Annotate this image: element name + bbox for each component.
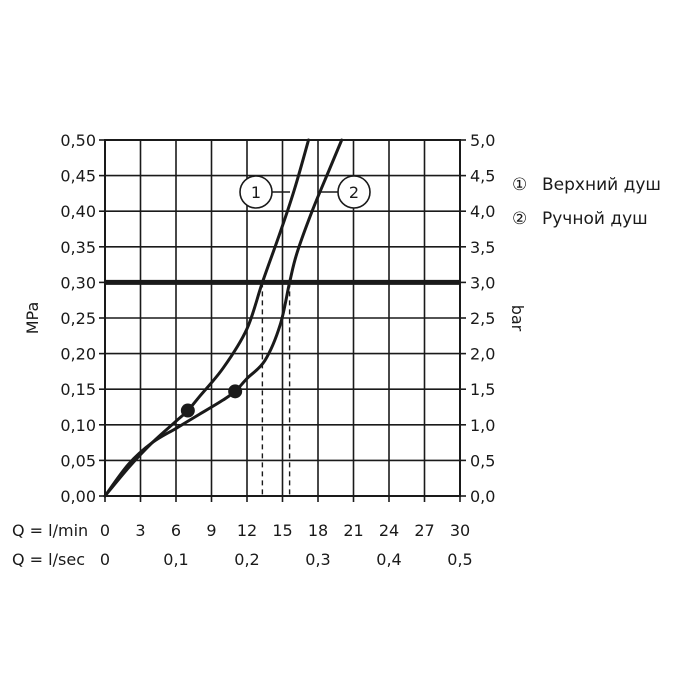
y-tick-label-right: 0,0 xyxy=(470,487,495,506)
x-row2-label: Q = l/sec xyxy=(12,550,85,569)
x-row2-tick-label: 0,1 xyxy=(163,550,188,569)
series-line-2 xyxy=(103,138,344,498)
y-tick-label-left: 0,40 xyxy=(60,202,96,221)
y-axis-title-right: bar xyxy=(508,305,527,332)
y-tick-label-left: 0,15 xyxy=(60,380,96,399)
x-row2-tick-label: 0 xyxy=(100,550,110,569)
x-row2-tick-label: 0,4 xyxy=(376,550,401,569)
legend-label-1: Верхний душ xyxy=(542,175,661,195)
x-row1-tick-label: 0 xyxy=(100,521,110,540)
y-axis-title-left: MPa xyxy=(23,302,42,335)
x-row2-tick-label: 0,5 xyxy=(447,550,472,569)
y-tick-label-left: 0,50 xyxy=(60,131,96,150)
y-tick-label-right: 1,0 xyxy=(470,416,495,435)
y-tick-label-left: 0,10 xyxy=(60,416,96,435)
x-row2-tick-label: 0,2 xyxy=(234,550,259,569)
x-row1-tick-label: 18 xyxy=(308,521,328,540)
y-tick-label-left: 0,45 xyxy=(60,167,96,186)
callout-circle-1 xyxy=(239,175,273,209)
x-row1-tick-label: 6 xyxy=(171,521,181,540)
y-tick-label-left: 0,05 xyxy=(60,451,96,470)
y-tick-label-right: 4,5 xyxy=(470,167,495,186)
legend-symbol-1: ① xyxy=(512,175,527,195)
y-tick-label-left: 0,00 xyxy=(60,487,96,506)
y-tick-label-right: 1,5 xyxy=(470,380,495,399)
y-tick-label-left: 0,30 xyxy=(60,273,96,292)
y-tick-label-right: 2,5 xyxy=(470,309,495,328)
y-tick-label-left: 0,35 xyxy=(60,238,96,257)
x-row1-tick-label: 3 xyxy=(135,521,145,540)
x-row1-tick-label: 12 xyxy=(237,521,257,540)
highlight-point-series-1 xyxy=(180,403,195,418)
x-row1-tick-label: 21 xyxy=(343,521,363,540)
y-tick-label-right: 3,0 xyxy=(470,273,495,292)
y-tick-label-right: 3,5 xyxy=(470,238,495,257)
y-tick-label-right: 0,5 xyxy=(470,451,495,470)
y-tick-label-right: 2,0 xyxy=(470,345,495,364)
callout-label-2: 2 xyxy=(349,183,359,202)
y-tick-label-left: 0,20 xyxy=(60,345,96,364)
legend-symbol-2: ② xyxy=(512,209,527,229)
y-tick-label-left: 0,25 xyxy=(60,309,96,328)
y-tick-label-right: 5,0 xyxy=(470,131,495,150)
callout-circle-2 xyxy=(337,175,371,209)
x-row1-tick-label: 30 xyxy=(450,521,470,540)
x-row2-tick-label: 0,3 xyxy=(305,550,330,569)
highlight-point-series-2 xyxy=(228,384,243,399)
x-row1-tick-label: 9 xyxy=(206,521,216,540)
x-row1-tick-label: 24 xyxy=(379,521,399,540)
x-row1-label: Q = l/min xyxy=(12,521,88,540)
legend-label-2: Ручной душ xyxy=(542,209,648,229)
x-row1-tick-label: 15 xyxy=(272,521,292,540)
y-tick-label-right: 4,0 xyxy=(470,202,495,221)
callout-label-1: 1 xyxy=(251,183,261,202)
x-row1-tick-label: 27 xyxy=(414,521,434,540)
